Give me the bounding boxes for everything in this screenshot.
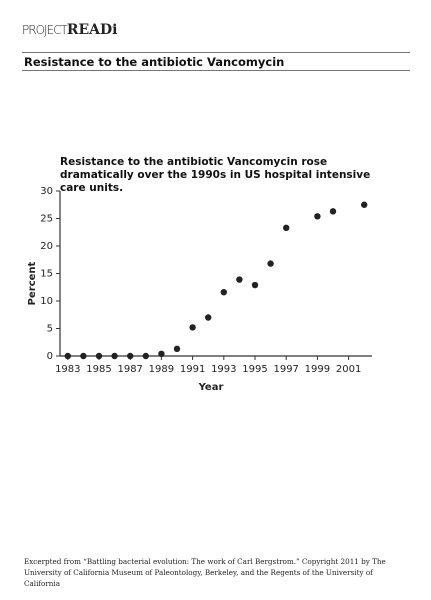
chart-title: Resistance to the antibiotic Vancomycin … <box>60 156 371 194</box>
x-tick-label: 1983 <box>55 364 80 375</box>
rule-top <box>22 52 410 53</box>
point <box>283 224 290 232</box>
x-tick-label: 1997 <box>273 364 298 375</box>
point <box>127 352 134 360</box>
point <box>220 289 227 296</box>
point <box>158 350 165 357</box>
x-tick-label: 1987 <box>117 364 142 375</box>
point <box>95 352 103 360</box>
rule-bottom <box>22 70 410 71</box>
x-tick-label: 1993 <box>211 364 236 375</box>
point <box>361 201 368 208</box>
x-tick-label: 1991 <box>180 364 205 375</box>
x-tick-label: 1989 <box>149 364 174 375</box>
x-tick-label: 1999 <box>305 364 330 375</box>
page-title: Resistance to the antibiotic Vancomycin <box>24 55 285 69</box>
point <box>111 352 118 360</box>
y-tick-label: 25 <box>40 214 53 225</box>
point <box>80 352 87 360</box>
logo-read: READi <box>66 22 118 38</box>
y-tick-label: 10 <box>40 296 53 307</box>
y-tick-label: 30 <box>40 186 53 197</box>
y-axis-label: Percent <box>27 261 38 305</box>
y-tick-label: 0 <box>47 351 53 362</box>
point <box>236 276 243 283</box>
point <box>142 352 149 360</box>
point <box>314 213 321 220</box>
y-tick-label: 20 <box>40 241 53 252</box>
y-tick-label: 5 <box>47 324 53 335</box>
x-tick-label: 1985 <box>86 364 111 375</box>
x-axis-label: Year <box>198 382 224 393</box>
logo: PROJECTREADi <box>22 22 118 38</box>
point <box>64 352 72 360</box>
point <box>173 345 181 353</box>
logo-project: PROJECT <box>22 23 68 37</box>
x-tick-label: 1995 <box>242 364 267 375</box>
point <box>189 324 196 331</box>
point <box>267 260 274 267</box>
point <box>329 208 337 215</box>
point <box>251 281 259 289</box>
y-tick-label: 15 <box>40 269 53 280</box>
x-tick-label: 2001 <box>336 364 361 375</box>
footer-text: Excerpted from “Battling bacterial evolu… <box>24 557 386 588</box>
point <box>205 314 212 321</box>
